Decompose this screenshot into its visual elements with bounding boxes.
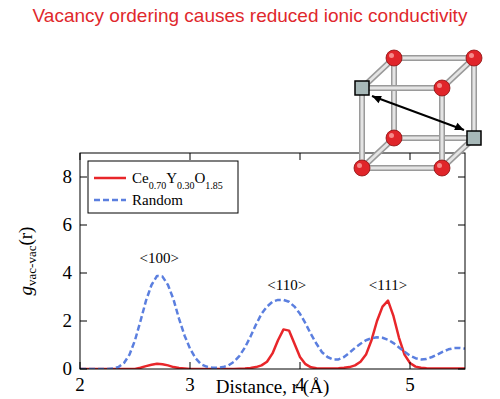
legend-label: Ce0.70Y0.30O1.85 (132, 170, 223, 191)
series-group (80, 276, 465, 369)
cube-edge-highlight (393, 58, 396, 138)
cube-edge (394, 135, 474, 141)
cube-edge-highlight (362, 87, 442, 90)
cube-edge-highlight (441, 88, 444, 168)
y-label-sub: vac-vac (24, 245, 39, 286)
cube-edge-highlight (394, 137, 474, 140)
legend-sub: 0.30 (177, 180, 195, 191)
x-tick-label: 3 (185, 374, 195, 395)
legend-sub: 0.70 (149, 180, 167, 191)
y-label-part: g (15, 286, 36, 296)
cube-arrowhead (372, 96, 382, 103)
legend-sub: 1.85 (205, 180, 223, 191)
x-tick (410, 362, 411, 369)
cube-edge-highlight (362, 167, 442, 170)
cube-edge (439, 88, 445, 168)
legend-label: Random (132, 192, 183, 208)
y-tick (80, 177, 87, 178)
cube-atom-shine (469, 53, 474, 58)
y-tick (80, 273, 87, 274)
y-tick (80, 321, 87, 322)
x-tick (190, 362, 191, 369)
x-tick-label: 2 (75, 374, 85, 395)
cube-edge (391, 58, 397, 138)
cube-edge (394, 55, 474, 61)
cube-atom-shine (437, 83, 442, 88)
y-tick-right (458, 369, 465, 370)
y-tick-right (458, 177, 465, 178)
cube-edge-highlight (361, 88, 364, 168)
x-tick (80, 362, 81, 369)
series-line (80, 276, 465, 369)
cube-edge (362, 165, 442, 171)
legend-part: Random (132, 192, 183, 208)
y-tick-right (458, 225, 465, 226)
y-tick-label: 8 (63, 166, 73, 187)
y-axis-label: gvac-vac(r) (15, 227, 39, 296)
y-tick (80, 225, 87, 226)
y-label-part: (r) (15, 227, 37, 246)
cube-edge (362, 85, 442, 91)
inset-cube (354, 50, 482, 176)
x-tick-top (300, 153, 301, 160)
cube-vacancy (467, 131, 481, 145)
y-tick (80, 369, 87, 370)
y-tick-label: 2 (63, 310, 73, 331)
y-tick-label: 4 (63, 262, 73, 283)
cube-atom (466, 50, 482, 66)
legend-box (88, 161, 238, 213)
chart-svg: Vacancy ordering causes reduced ionic co… (0, 0, 500, 399)
legend-part: Y (166, 170, 177, 186)
cube-atom (386, 130, 402, 146)
x-tick-label: 5 (405, 374, 415, 395)
cube-atom-shine (389, 133, 394, 138)
x-axis-label: Distance, r (Å) (216, 376, 329, 398)
cube-atom (434, 160, 450, 176)
cube-atom (354, 160, 370, 176)
x-tick-top (190, 153, 191, 160)
cube-vacancy (355, 81, 369, 95)
legend-swatch (94, 199, 126, 202)
cube-edge (359, 88, 365, 168)
cube-atom-shine (357, 163, 362, 168)
plot-frame (80, 153, 465, 369)
cube-atom-shine (437, 163, 442, 168)
annotation: <111> (369, 277, 407, 293)
cube-arrow (372, 96, 464, 130)
cube-edge-highlight (394, 57, 474, 60)
annotation: <110> (267, 277, 306, 293)
annotation: <100> (139, 250, 178, 266)
legend-swatch (94, 177, 126, 180)
y-tick-right (458, 273, 465, 274)
legend-part: Ce (132, 170, 149, 186)
x-tick-top (410, 153, 411, 160)
cube-atom-shine (389, 53, 394, 58)
cube-edge (471, 58, 477, 138)
y-tick-right (458, 321, 465, 322)
y-tick-label: 6 (63, 214, 73, 235)
chart-root: Vacancy ordering causes reduced ionic co… (0, 0, 500, 399)
legend: Ce0.70Y0.30O1.85Random (88, 161, 238, 213)
cube-arrowhead (454, 123, 464, 130)
legend-part: O (195, 170, 206, 186)
y-tick-label: 0 (63, 358, 73, 379)
x-tick-top (80, 153, 81, 160)
x-tick (300, 362, 301, 369)
chart-title: Vacancy ordering causes reduced ionic co… (33, 5, 468, 26)
cube-atom (386, 50, 402, 66)
cube-atom (434, 80, 450, 96)
cube-edge-highlight (473, 58, 476, 138)
